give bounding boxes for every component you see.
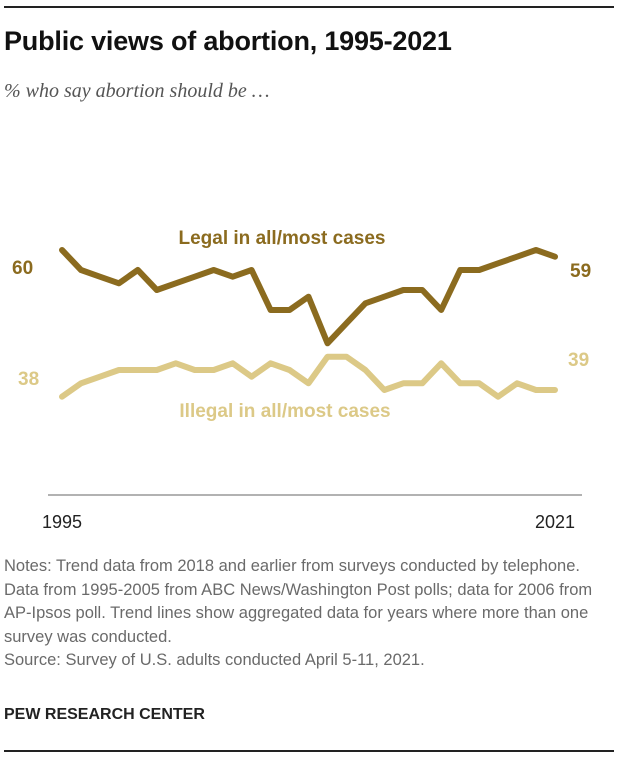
line-chart: Legal in all/most cases Illegal in all/m… (12, 228, 591, 532)
top-rule (4, 6, 614, 8)
series-line-illegal (59, 353, 558, 400)
notes-block: Notes: Trend data from 2018 and earlier … (4, 555, 616, 673)
series-label-legal: Legal in all/most cases (179, 228, 386, 249)
x-tick-label-end: 2021 (535, 512, 575, 532)
chart-title: Public views of abortion, 1995-2021 (4, 26, 452, 56)
bottom-rule (4, 750, 614, 752)
notes-text: Notes: Trend data from 2018 and earlier … (4, 557, 593, 646)
chart-subtitle: % who say abortion should be … (4, 80, 270, 102)
data-label-illegal-end: 39 (568, 350, 589, 371)
series-label-illegal: Illegal in all/most cases (179, 401, 390, 422)
brand-logo-text: PEW RESEARCH CENTER (4, 706, 205, 723)
data-label-legal-end: 59 (570, 261, 591, 282)
source-text: Source: Survey of U.S. adults conducted … (4, 651, 425, 669)
data-label-illegal-start: 38 (18, 369, 39, 390)
x-tick-label-start: 1995 (42, 512, 82, 532)
data-label-legal-start: 60 (12, 258, 33, 279)
series-line-legal (59, 247, 558, 347)
